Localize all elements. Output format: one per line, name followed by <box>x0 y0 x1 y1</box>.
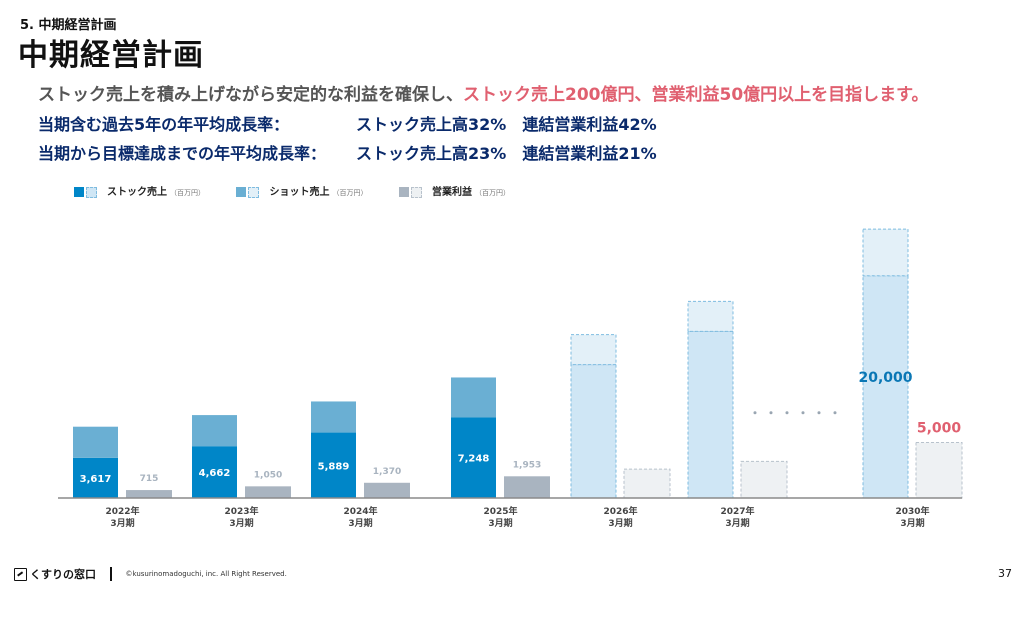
legend-label: ショット売上 <box>269 187 330 198</box>
x-tick-label-period: 3月期 <box>608 517 632 529</box>
copyright: ©kusurinomadoguchi, inc. All Right Reser… <box>125 570 287 578</box>
x-tick-label-period: 3月期 <box>348 517 372 529</box>
chart-legend: ストック売上 （百万円） ショット売上 （百万円） 営業利益 （百万円） <box>74 183 538 201</box>
bar-profit <box>623 468 671 499</box>
growth-row-past: 当期含む過去5年の年平均成長率： ストック売上高32% 連結営業利益42% <box>38 111 657 135</box>
subtitle-highlight: ストック売上200億円、営業利益50億円以上を目指します。 <box>463 85 929 105</box>
data-label-stock: 5,889 <box>318 461 350 472</box>
bar-profit <box>126 490 172 498</box>
legend-label: ストック売上 <box>107 187 167 198</box>
ellipsis-dots: ・・・・・・ <box>749 406 845 420</box>
data-label-stock: 20,000 <box>858 370 912 386</box>
data-label-profit: 715 <box>140 474 159 484</box>
x-tick-label-year: 2025年 <box>483 505 517 517</box>
x-tick-label-period: 3月期 <box>900 517 924 529</box>
legend-swatch-profit <box>398 187 409 197</box>
bar-profit <box>504 476 550 498</box>
section-label: 5. 中期経営計画 <box>20 18 117 33</box>
brand-name: くすりの窓口 <box>30 568 96 581</box>
x-tick-label-year: 2023年 <box>224 505 258 517</box>
growth-label: 当期含む過去5年の年平均成長率： <box>38 115 290 134</box>
legend-swatch-stock <box>74 187 84 197</box>
legend-item-shot: ショット売上 （百万円） <box>236 183 367 198</box>
logo-icon <box>14 567 27 581</box>
data-label-profit: 5,000 <box>917 420 962 436</box>
bar-stock <box>192 446 237 498</box>
legend-swatch-shot <box>236 187 247 197</box>
x-tick-label-year: 2030年 <box>895 505 929 517</box>
page-title: 中期経営計画 <box>18 38 204 73</box>
growth-stock-value: ストック売上高32% <box>356 115 507 134</box>
bar-shot <box>311 401 356 433</box>
growth-label: 当期から目標達成までの年平均成長率： <box>38 144 327 163</box>
data-label-stock: 7,248 <box>458 454 490 465</box>
bar-stock <box>451 417 496 498</box>
x-tick-label-period: 3月期 <box>110 517 134 529</box>
data-label-profit: 1,370 <box>373 467 401 477</box>
bar-stock <box>570 364 617 499</box>
bar-shot <box>687 300 734 332</box>
legend-swatch-shot-plan <box>248 186 260 198</box>
subtitle-plain: ストック売上を積み上げながら安定的な利益を確保し、 <box>38 85 463 105</box>
footer-divider <box>110 567 112 581</box>
bar-shot <box>451 377 496 418</box>
x-tick-label-period: 3月期 <box>488 517 512 529</box>
data-label-stock: 4,662 <box>199 468 231 479</box>
bar-stock <box>862 275 909 499</box>
bar-stock <box>687 330 734 499</box>
growth-profit-value: 連結営業利益42% <box>522 115 657 134</box>
legend-unit: （百万円） <box>332 189 368 197</box>
legend-item-stock: ストック売上 （百万円） <box>74 183 205 198</box>
data-label-profit: 1,953 <box>513 460 541 470</box>
x-tick-label-year: 2027年 <box>720 505 754 517</box>
bar-shot <box>192 415 237 447</box>
legend-unit: （百万円） <box>474 189 510 197</box>
subtitle: ストック売上を積み上げながら安定的な利益を確保し、ストック売上200億円、営業利… <box>38 80 928 105</box>
bar-profit <box>245 486 291 498</box>
bar-shot <box>570 334 617 366</box>
footer: くすりの窓口 ©kusurinomadoguchi, inc. All Right… <box>14 566 287 582</box>
legend-swatch-stock-plan <box>86 186 97 198</box>
growth-row-target: 当期から目標達成までの年平均成長率： ストック売上高23% 連結営業利益21% <box>38 140 657 164</box>
page-number: 37 <box>998 567 1012 580</box>
x-tick-label-year: 2026年 <box>603 505 637 517</box>
bar-profit <box>740 460 788 499</box>
bar-shot <box>73 426 118 458</box>
bar-shot <box>862 228 909 277</box>
bar-stock <box>73 457 118 498</box>
data-label-profit: 1,050 <box>254 470 282 480</box>
growth-profit-value: 連結営業利益21% <box>522 144 657 163</box>
growth-stock-value: ストック売上高23% <box>356 144 507 163</box>
x-tick-label-year: 2022年 <box>105 505 139 517</box>
x-tick-label-period: 3月期 <box>725 517 749 529</box>
legend-label: 営業利益 <box>431 187 472 198</box>
legend-unit: （百万円） <box>170 189 205 197</box>
bar-profit <box>364 482 410 498</box>
bar-profit <box>915 441 963 499</box>
x-tick-label-year: 2024年 <box>343 505 377 517</box>
data-label-stock: 3,617 <box>80 474 112 485</box>
legend-item-profit: 営業利益 （百万円） <box>398 183 510 198</box>
bar-stock <box>311 432 356 498</box>
legend-swatch-profit-plan <box>410 186 422 198</box>
x-tick-label-period: 3月期 <box>229 517 253 529</box>
